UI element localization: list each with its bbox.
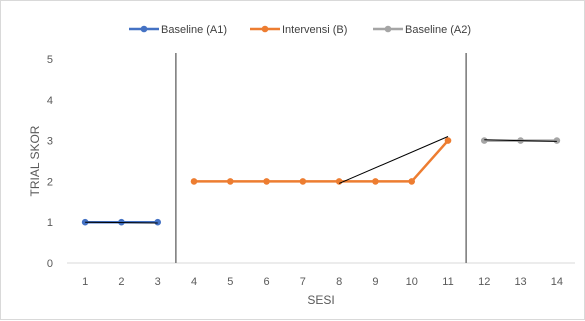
data-point-intervensi-b (299, 178, 307, 185)
x-tick-label: 8 (336, 276, 342, 288)
data-point-intervensi-b (263, 178, 270, 185)
x-tick-label: 11 (442, 276, 453, 288)
x-axis-title: SESI (307, 293, 334, 307)
x-tick-label: 14 (551, 276, 563, 288)
data-point-intervensi-b (408, 178, 416, 185)
y-tick-label: 3 (47, 136, 53, 148)
legend-label-baseline-a2: Baseline (A2) (405, 24, 471, 36)
y-tick-label: 4 (47, 95, 53, 107)
data-point-baseline-a1 (81, 218, 89, 226)
legend-marker-baseline-a2 (384, 25, 392, 33)
legend-label-baseline-a1: Baseline (A1) (161, 24, 227, 36)
data-point-intervensi-b (372, 178, 379, 185)
data-point-baseline-a2 (553, 137, 561, 144)
x-tick-label: 10 (406, 276, 418, 288)
y-tick-label: 2 (47, 176, 53, 188)
x-tick-label: 3 (155, 276, 161, 288)
y-tick-label: 1 (47, 217, 53, 229)
x-tick-label: 9 (372, 276, 378, 288)
x-tick-label: 13 (514, 276, 526, 288)
y-tick-label: 5 (47, 54, 53, 66)
x-tick-label: 4 (191, 276, 197, 288)
data-point-intervensi-b (335, 178, 343, 185)
data-point-baseline-a1 (154, 218, 162, 226)
legend-marker-intervensi-b (261, 25, 269, 33)
data-point-intervensi-b (190, 178, 198, 185)
trend-line (484, 139, 557, 142)
x-tick-label: 12 (478, 276, 490, 288)
data-point-intervensi-b (444, 137, 452, 144)
x-tick-label: 6 (264, 276, 270, 288)
x-tick-label: 7 (300, 276, 306, 288)
y-tick-label: 0 (47, 258, 53, 270)
x-tick-label: 1 (82, 276, 88, 288)
series-line-intervensi-b (194, 139, 449, 183)
x-tick-label: 2 (118, 276, 124, 288)
x-tick-label: 5 (227, 276, 233, 288)
data-point-intervensi-b (226, 178, 234, 185)
trend-line (338, 136, 449, 184)
legend-marker-baseline-a1 (140, 25, 148, 33)
data-point-baseline-a2 (480, 137, 488, 144)
legend-label-intervensi-b: Intervensi (B) (282, 24, 347, 36)
trend-line (85, 221, 158, 224)
y-axis-title: TRIAL SKOR (28, 125, 42, 196)
